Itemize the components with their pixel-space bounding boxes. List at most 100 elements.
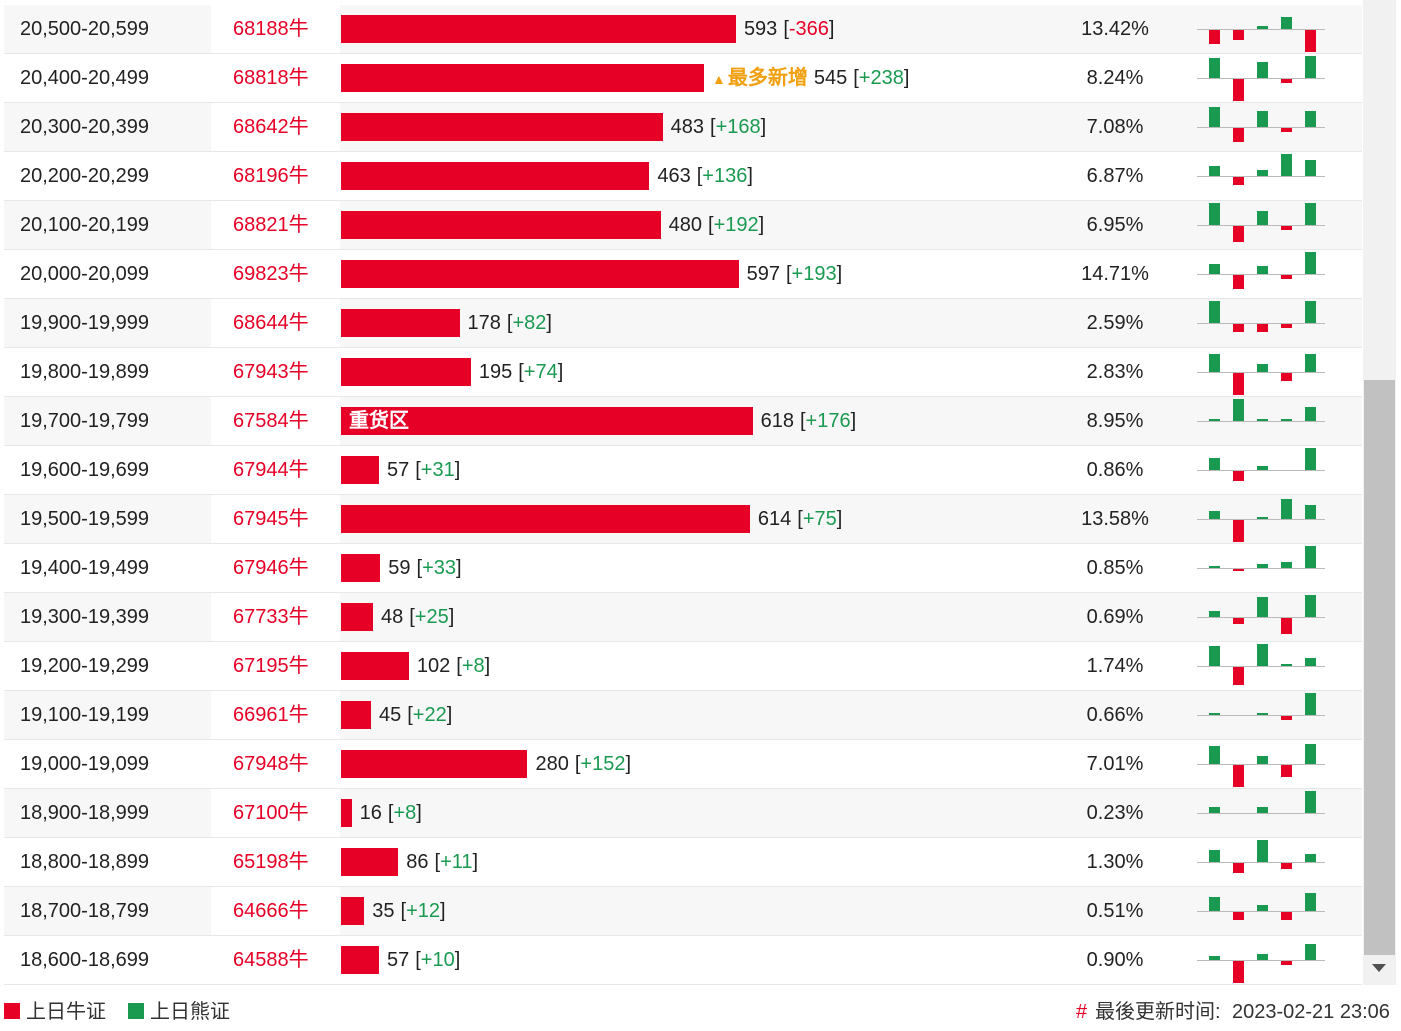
spark-baseline bbox=[1197, 568, 1325, 569]
footer: # 上日牛证 上日熊证 最後更新时间: 2023-02-21 23:06 bbox=[0, 998, 1401, 1026]
code-cell-bg bbox=[211, 5, 340, 53]
spark-baseline bbox=[1197, 519, 1325, 520]
count-info: 178 [+82] bbox=[468, 311, 552, 335]
heavy-zone-tag: 重货区 bbox=[349, 410, 409, 432]
count-bar bbox=[341, 358, 471, 386]
count-text: 545 bbox=[813, 67, 848, 89]
spark-bar bbox=[1281, 961, 1292, 965]
count-info: 102 [+8] bbox=[417, 654, 490, 678]
spark-baseline bbox=[1197, 715, 1325, 716]
table-row: 18,700-18,799 64666牛 35 [+12] 0.51% bbox=[4, 887, 1362, 936]
percent: 13.58% bbox=[1081, 508, 1149, 530]
legend-swatch bbox=[128, 1003, 144, 1019]
spark-bar bbox=[1281, 618, 1292, 634]
count-info: 280 [+152] bbox=[535, 752, 631, 776]
bracket: ] bbox=[850, 410, 857, 432]
spark-bar bbox=[1257, 419, 1268, 421]
spark-bar bbox=[1305, 893, 1316, 911]
count-info: 195 [+74] bbox=[479, 360, 563, 384]
spark-bar bbox=[1209, 30, 1220, 44]
count-info: 597 [+193] bbox=[747, 262, 843, 286]
count-text: 86 bbox=[406, 851, 429, 873]
spark-baseline bbox=[1197, 323, 1325, 324]
range: 18,900-18,999 bbox=[20, 802, 150, 824]
count-info: 483 [+168] bbox=[671, 115, 767, 139]
count-bar: 重货区 bbox=[341, 407, 753, 435]
change-group: [+22] bbox=[407, 703, 452, 727]
code-cell-bg bbox=[211, 544, 340, 592]
spark-bar bbox=[1281, 17, 1292, 29]
bracket: ] bbox=[625, 753, 632, 775]
table-row: 18,900-18,999 67100牛 16 [+8] 0.23% bbox=[4, 789, 1362, 838]
spark-bar bbox=[1209, 107, 1220, 127]
change: +22 bbox=[412, 704, 447, 726]
bracket: ] bbox=[546, 312, 552, 334]
range: 19,700-19,799 bbox=[20, 410, 150, 432]
bracket: ] bbox=[472, 851, 479, 873]
count-bar bbox=[341, 456, 379, 484]
spark-baseline bbox=[1197, 862, 1325, 863]
spark-bar bbox=[1209, 301, 1220, 323]
range: 20,500-20,599 bbox=[20, 18, 150, 40]
bracket: [ bbox=[783, 18, 789, 40]
spark-bar bbox=[1233, 275, 1244, 289]
range: 19,800-19,899 bbox=[20, 361, 150, 383]
spark-bar bbox=[1305, 407, 1316, 421]
spark-bar bbox=[1257, 211, 1268, 225]
code-cell-bg bbox=[211, 593, 340, 641]
change: +82 bbox=[512, 312, 547, 334]
spark-bar bbox=[1233, 667, 1244, 685]
spark-bar bbox=[1233, 863, 1244, 873]
spark-bar bbox=[1209, 713, 1220, 715]
spark-bar bbox=[1257, 324, 1268, 332]
range: 19,200-19,299 bbox=[20, 655, 150, 677]
most-added-note: 最多新增 bbox=[712, 66, 808, 91]
warrant-code: 67584牛 bbox=[233, 410, 309, 432]
scroll-down-arrow[interactable] bbox=[1370, 962, 1388, 974]
spark-baseline bbox=[1197, 372, 1325, 373]
spark-bar bbox=[1209, 203, 1220, 225]
change: +152 bbox=[580, 753, 626, 775]
percent: 0.66% bbox=[1086, 704, 1144, 726]
change: +75 bbox=[802, 508, 837, 530]
spark-baseline bbox=[1197, 813, 1325, 814]
code-cell-bg bbox=[211, 250, 340, 298]
spark-bar bbox=[1281, 79, 1292, 83]
count-text: 280 bbox=[535, 753, 569, 775]
spark-bar bbox=[1281, 562, 1292, 568]
change-group: [+10] bbox=[415, 948, 460, 972]
change-group: [+8] bbox=[456, 654, 490, 678]
change: +192 bbox=[713, 214, 759, 236]
bracket: ] bbox=[454, 949, 461, 971]
bracket: ] bbox=[484, 655, 491, 677]
spark-bar bbox=[1257, 756, 1268, 764]
range: 19,500-19,599 bbox=[20, 508, 150, 530]
bracket: [ bbox=[710, 116, 716, 138]
spark-bar bbox=[1305, 354, 1316, 372]
table-row: 19,100-19,199 66961牛 45 [+22] 0.66% bbox=[4, 691, 1362, 740]
warrant-code: 66961牛 bbox=[233, 704, 309, 726]
change-group: [+193] bbox=[786, 262, 842, 286]
count-bar bbox=[341, 946, 379, 974]
count-info: 86 [+11] bbox=[406, 850, 478, 874]
change-group: [+75] bbox=[797, 507, 842, 531]
count-bar bbox=[341, 162, 650, 190]
code-cell-bg bbox=[211, 54, 340, 102]
change: +33 bbox=[422, 557, 457, 579]
warrant-code: 67943牛 bbox=[233, 361, 309, 383]
update-time: 2023-02-21 23:06 bbox=[1232, 1001, 1390, 1023]
change: +176 bbox=[805, 410, 851, 432]
bracket: ] bbox=[456, 557, 462, 579]
scrollbar-thumb[interactable] bbox=[1364, 380, 1395, 955]
code-cell-bg bbox=[211, 397, 340, 445]
count-bar bbox=[341, 652, 409, 680]
change-group: [+238] bbox=[853, 66, 909, 91]
spark-bar bbox=[1257, 840, 1268, 862]
count-bar bbox=[341, 505, 750, 533]
code-cell-bg bbox=[211, 152, 340, 200]
bracket: [ bbox=[407, 704, 413, 726]
table-row: 19,400-19,499 67946牛 59 [+33] 0.85% bbox=[4, 544, 1362, 593]
change-group: [+176] bbox=[800, 409, 856, 433]
code-cell-bg bbox=[211, 495, 340, 543]
change: +25 bbox=[414, 606, 449, 628]
